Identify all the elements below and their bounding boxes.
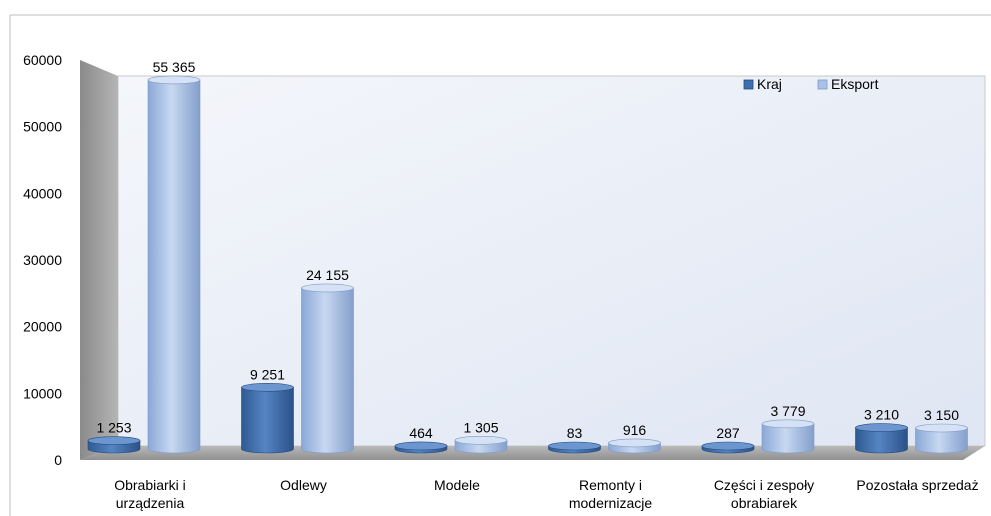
data-label: 287 [716, 425, 740, 441]
y-tick-label: 30000 [23, 252, 62, 268]
data-label: 3 779 [770, 403, 805, 419]
bar-top [701, 441, 755, 451]
legend: Kraj Eksport [743, 76, 879, 92]
legend-label-eksport: Eksport [831, 76, 879, 92]
chart-side-wall [80, 60, 118, 460]
bar-kraj [87, 436, 141, 454]
category-label: Odlewy [280, 477, 327, 493]
bar-kraj [701, 441, 755, 454]
bar-top [241, 383, 294, 392]
category-label-line: Modele [434, 477, 480, 493]
bar-kraj [855, 423, 908, 454]
data-label: 464 [409, 425, 433, 441]
data-label: 3 210 [864, 407, 899, 423]
bar-top [147, 75, 201, 85]
category-label-line: modernizacje [569, 495, 652, 511]
bar-kraj [241, 383, 294, 454]
bar-top [394, 441, 448, 451]
bar-eksport [454, 435, 508, 454]
bar-top [548, 441, 601, 451]
bar-body [301, 287, 354, 454]
category-label: Części i zespoły obrabiarek [714, 477, 814, 511]
chart-floor [80, 446, 985, 460]
bar-top [87, 436, 141, 445]
y-tick-label: 60000 [23, 52, 62, 68]
bar-eksport [147, 75, 201, 454]
bars-group [87, 75, 968, 454]
y-tick-label: 50000 [23, 119, 62, 135]
y-tick-label: 10000 [23, 385, 62, 401]
bar-eksport [761, 419, 815, 454]
category-label-line: Części i zespoły [714, 477, 814, 493]
bar-kraj [394, 441, 448, 454]
bar-body [855, 427, 908, 454]
data-label: 83 [567, 425, 583, 441]
category-label-line: urządzenia [116, 495, 185, 511]
bar-body [147, 79, 201, 454]
legend-label-kraj: Kraj [757, 76, 782, 92]
category-label: Modele [434, 477, 480, 493]
bar-top [855, 423, 908, 432]
bar-top [915, 423, 968, 433]
category-label-line: Pozostała sprzedaż [856, 477, 978, 493]
bar-top [761, 419, 815, 429]
bar-eksport [608, 438, 661, 454]
bar-top [454, 435, 508, 445]
category-label-line: Remonty i [579, 477, 642, 493]
category-label: Remonty i modernizacje [569, 477, 652, 511]
bar-eksport [301, 283, 354, 454]
category-label-line: obrabiarek [731, 495, 798, 511]
data-label: 1 253 [96, 420, 131, 436]
bar-kraj [548, 441, 601, 454]
data-label: 1 305 [463, 419, 498, 435]
category-label-line: Odlewy [280, 477, 327, 493]
bar-top [608, 438, 661, 448]
category-label: Obrabiarki i urządzenia [114, 477, 186, 511]
bar-eksport [915, 423, 968, 454]
y-tick-label: 20000 [23, 319, 62, 335]
data-label: 9 251 [250, 366, 285, 382]
data-label: 24 155 [306, 267, 349, 283]
legend-swatch-kraj [743, 79, 754, 90]
legend-swatch-eksport [817, 79, 828, 90]
bar-body [761, 423, 815, 454]
bar-body [241, 387, 294, 454]
data-label: 916 [623, 422, 647, 438]
y-tick-label: 0 [54, 452, 62, 468]
bar-top [301, 283, 354, 293]
category-labels-group: Obrabiarki i urządzenia Odlewy Modele Remont… [114, 477, 978, 511]
y-tick-label: 40000 [23, 185, 62, 201]
bar-body [915, 427, 968, 454]
y-axis: 0 10000 20000 30000 40000 50000 60000 [23, 52, 62, 468]
data-label: 55 365 [153, 59, 196, 75]
category-label: Pozostała sprzedaż [856, 477, 978, 493]
data-labels-group: 1 253 55 365 9 251 24 155 464 1 305 83 916 287 3 … [96, 59, 959, 441]
category-label-line: Obrabiarki i [114, 477, 186, 493]
data-label: 3 150 [924, 407, 959, 423]
